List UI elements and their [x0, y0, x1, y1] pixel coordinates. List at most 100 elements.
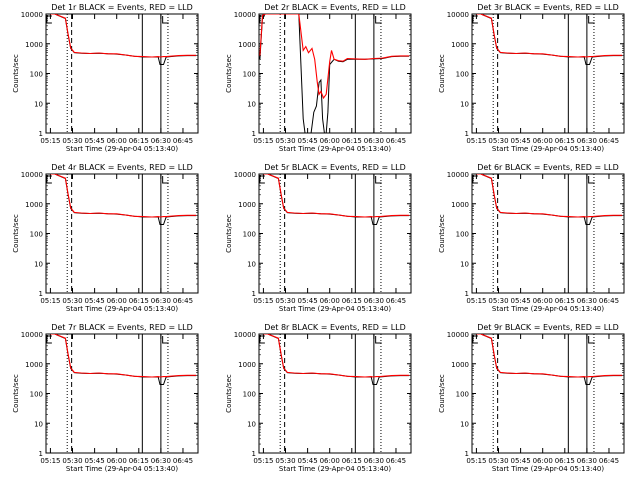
bracket-marker	[259, 335, 265, 344]
lld-series-line	[259, 14, 410, 100]
x-tick-label: 06:15	[555, 457, 575, 465]
x-tick-label: 05:45	[85, 137, 105, 145]
panel-title: Det 6r BLACK = Events, RED = LLD	[477, 163, 619, 172]
x-tick-label: 06:30	[577, 457, 597, 465]
x-tick-label: 06:45	[599, 297, 619, 305]
x-axis-label: Start Time (29-Apr-04 05:13:40)	[492, 145, 604, 153]
panel-title: Det 7r BLACK = Events, RED = LLD	[51, 323, 193, 332]
x-tick-label: 06:30	[364, 457, 384, 465]
lld-series-line	[476, 14, 623, 58]
y-tick-label: 1000	[25, 201, 43, 209]
x-tick-label: 06:30	[151, 137, 171, 145]
events-series-line	[50, 14, 197, 65]
y-axis-label: Counts/sec	[225, 374, 233, 413]
x-tick-label: 05:45	[298, 137, 318, 145]
bracket-marker-right	[375, 16, 382, 24]
x-tick-label: 06:30	[364, 137, 384, 145]
y-tick-label: 10000	[21, 331, 43, 339]
y-tick-label: 1000	[238, 361, 256, 369]
x-axis-label: Start Time (29-Apr-04 05:13:40)	[279, 465, 391, 473]
y-tick-label: 10000	[21, 11, 43, 19]
y-tick-label: 1	[465, 290, 469, 298]
y-tick-label: 1	[252, 290, 256, 298]
y-tick-label: 1	[252, 450, 256, 458]
x-axis-label: Start Time (29-Apr-04 05:13:40)	[66, 465, 178, 473]
panel-title: Det 4r BLACK = Events, RED = LLD	[51, 163, 193, 172]
lld-series-line	[476, 174, 623, 218]
x-tick-label: 06:15	[129, 297, 149, 305]
x-tick-label: 06:30	[577, 297, 597, 305]
y-tick-label: 100	[456, 391, 469, 399]
y-tick-label: 10000	[234, 11, 256, 19]
panel-3: Det 3r BLACK = Events, RED = LLD 1 10 100 10…	[438, 3, 625, 153]
plot-frame	[471, 13, 625, 134]
x-tick-label: 06:15	[129, 457, 149, 465]
y-tick-label: 10000	[234, 171, 256, 179]
y-tick-label: 10000	[447, 171, 469, 179]
y-tick-label: 1	[39, 290, 43, 298]
events-series-line	[263, 334, 410, 385]
x-tick-label: 06:45	[599, 457, 619, 465]
y-tick-label: 10	[34, 260, 43, 268]
y-axis-label: Counts/sec	[12, 214, 20, 253]
x-tick-label: 05:15	[40, 297, 60, 305]
panel-6: Det 6r BLACK = Events, RED = LLD 1 10 100 10…	[438, 163, 625, 313]
x-tick-label: 06:00	[320, 297, 340, 305]
x-tick-label: 06:00	[320, 457, 340, 465]
x-tick-label: 06:15	[342, 137, 362, 145]
events-series-line	[476, 14, 623, 65]
x-tick-label: 05:15	[40, 137, 60, 145]
y-tick-label: 10000	[234, 331, 256, 339]
events-series-line	[50, 334, 197, 385]
x-tick-label: 06:30	[151, 457, 171, 465]
x-tick-label: 05:15	[253, 297, 273, 305]
y-tick-label: 1	[39, 450, 43, 458]
y-tick-label: 100	[30, 71, 43, 79]
x-tick-label: 06:30	[151, 297, 171, 305]
x-tick-label: 06:00	[107, 297, 127, 305]
y-tick-label: 1000	[25, 361, 43, 369]
panel-7: Det 7r BLACK = Events, RED = LLD 1 10 100 10…	[12, 323, 199, 473]
y-tick-label: 1000	[451, 361, 469, 369]
bracket-marker	[46, 175, 52, 184]
bracket-marker	[46, 335, 52, 344]
y-tick-label: 10	[247, 100, 256, 108]
bracket-marker-right	[588, 16, 595, 24]
y-axis-label: Counts/sec	[225, 214, 233, 253]
y-tick-label: 10	[247, 420, 256, 428]
y-tick-label: 100	[30, 391, 43, 399]
lld-series-line	[50, 334, 197, 378]
x-tick-label: 06:45	[173, 137, 193, 145]
y-tick-label: 100	[243, 71, 256, 79]
x-tick-label: 06:45	[386, 297, 406, 305]
x-tick-label: 05:30	[275, 297, 295, 305]
plot-frame	[258, 13, 412, 134]
lld-series-line	[263, 174, 410, 218]
x-tick-label: 06:15	[555, 137, 575, 145]
y-axis-label: Counts/sec	[438, 54, 446, 93]
x-tick-label: 06:00	[107, 457, 127, 465]
bracket-marker-right	[162, 176, 169, 184]
x-tick-label: 05:45	[85, 457, 105, 465]
events-series-line	[50, 174, 197, 225]
x-tick-label: 06:45	[599, 137, 619, 145]
y-tick-label: 10	[247, 260, 256, 268]
x-tick-label: 06:00	[320, 137, 340, 145]
panel-8: Det 8r BLACK = Events, RED = LLD 1 10 100 10…	[225, 323, 412, 473]
x-axis-label: Start Time (29-Apr-04 05:13:40)	[279, 145, 391, 153]
x-axis-label: Start Time (29-Apr-04 05:13:40)	[492, 465, 604, 473]
plot-frame	[258, 333, 412, 454]
x-axis-label: Start Time (29-Apr-04 05:13:40)	[279, 305, 391, 313]
x-tick-label: 05:15	[253, 137, 273, 145]
x-tick-label: 06:45	[386, 137, 406, 145]
x-tick-label: 05:15	[466, 457, 486, 465]
plot-frame	[471, 173, 625, 294]
panel-title: Det 8r BLACK = Events, RED = LLD	[264, 323, 406, 332]
y-tick-label: 100	[456, 231, 469, 239]
panel-2: Det 2r BLACK = Events, RED = LLD 1 10 100 10…	[225, 3, 412, 153]
y-tick-label: 100	[243, 231, 256, 239]
x-tick-label: 05:30	[275, 137, 295, 145]
y-tick-label: 10	[460, 420, 469, 428]
y-tick-label: 1	[465, 450, 469, 458]
bracket-marker-right	[375, 336, 382, 344]
